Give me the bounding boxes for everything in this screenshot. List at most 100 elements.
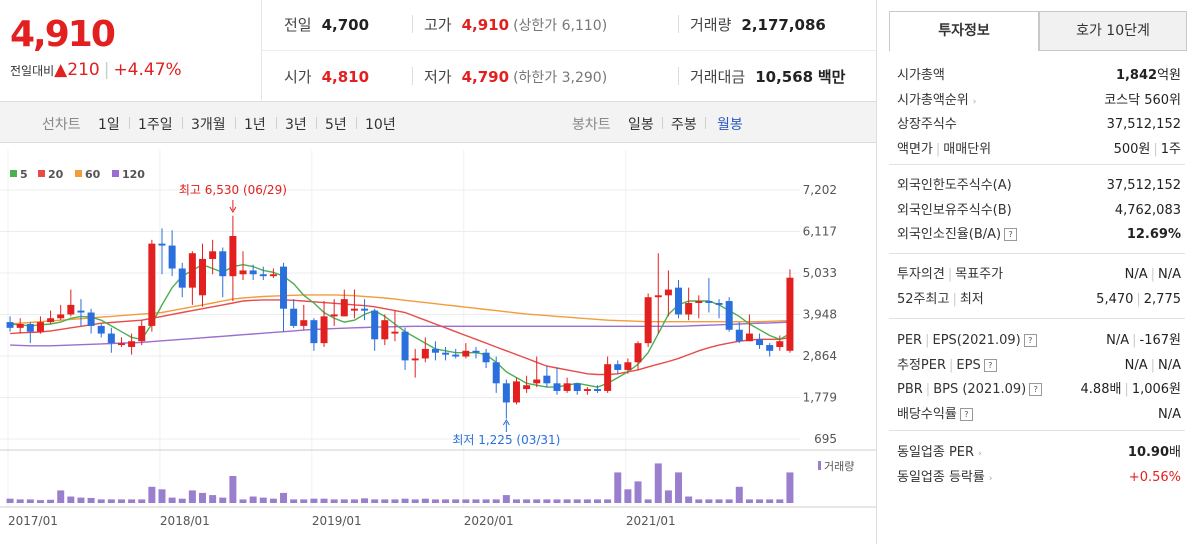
volume-bar	[128, 499, 136, 503]
volume-bar	[67, 496, 75, 503]
candle-body	[543, 375, 551, 384]
volume-bar	[614, 472, 622, 503]
period-1d-button[interactable]: 1일	[98, 117, 120, 133]
chevron-right-icon[interactable]: ›	[978, 449, 982, 459]
y-tick-label: 3,948	[803, 308, 837, 322]
help-icon[interactable]: ?	[1004, 228, 1018, 241]
info-key-label: 액면가	[897, 141, 933, 157]
volume-bar	[604, 499, 612, 503]
candle-body	[320, 316, 328, 344]
candle-body	[715, 302, 723, 305]
daily-candle-button[interactable]: 일봉	[628, 117, 654, 133]
volume-bar	[745, 499, 753, 503]
info-row-content: 배당수익률? N/A	[897, 405, 1181, 425]
info-value-text: 5,470	[1096, 291, 1134, 307]
lower-limit: (하한가 3,290)	[513, 70, 608, 86]
divider	[678, 15, 679, 33]
volume-bar	[675, 472, 683, 503]
help-icon[interactable]: ?	[959, 407, 973, 421]
change-percent: +4.47%	[113, 60, 182, 80]
candle-body	[594, 389, 601, 391]
period-3y-button[interactable]: 3년	[285, 117, 307, 133]
moving-average-line-ma20	[10, 299, 791, 376]
volume-value: 2,177,086	[741, 16, 826, 34]
volume-bar	[452, 499, 460, 503]
monthly-candle-button[interactable]: 월봉	[717, 117, 743, 133]
low-annotation: 최저 1,225 (03/31)	[452, 433, 560, 447]
separator: |	[1150, 357, 1155, 373]
volume-bar	[391, 499, 399, 503]
legend-label: 5	[20, 168, 28, 181]
volume-bar	[462, 499, 470, 503]
info-value-text: +0.56%	[1128, 469, 1181, 485]
period-1w-button[interactable]: 1주일	[138, 117, 173, 133]
info-value-text: 코스닥 560위	[1104, 92, 1181, 108]
info-key-label: 외국인소진율(B/A)	[897, 227, 1002, 242]
info-key: 외국인소진율(B/A)?	[897, 225, 1018, 245]
info-key-label: 52주최고	[897, 291, 950, 307]
stat-prev: 전일 4,700	[284, 14, 369, 35]
divider	[412, 67, 413, 85]
separator: |	[935, 141, 941, 157]
moving-average-line-ma120	[10, 321, 790, 347]
info-key-label: 시가총액순위	[897, 92, 969, 108]
info-key-label: 추정PER	[897, 357, 947, 373]
candle-body	[209, 251, 217, 259]
info-key: PER | EPS(2021.09)?	[897, 331, 1037, 351]
candle-body	[87, 312, 95, 326]
info-value: 37,512,152	[1107, 176, 1181, 196]
volume-bar	[290, 499, 298, 503]
info-value: 37,512,152	[1107, 115, 1181, 135]
info-row-content: 동일업종 PER › 10.90배	[897, 443, 1181, 463]
period-1y-button[interactable]: 1년	[244, 117, 266, 133]
up-arrow-icon: ▲	[54, 60, 68, 80]
candle-body	[128, 341, 136, 347]
period-10y-button[interactable]: 10년	[365, 117, 396, 133]
candle-body	[77, 310, 85, 313]
legend-label: 60	[85, 168, 101, 181]
tab-order-book[interactable]: 호가 10단계	[1039, 11, 1187, 51]
chevron-right-icon[interactable]: ›	[988, 473, 993, 484]
info-key: 시가총액	[897, 66, 945, 86]
info-key-label: PER	[897, 333, 923, 348]
volume-bar	[239, 499, 247, 503]
volume-bar	[178, 498, 186, 503]
info-value: 코스닥 560위	[1104, 91, 1181, 111]
high-label: 고가	[424, 16, 452, 34]
candle-body	[452, 354, 460, 357]
weekly-candle-button[interactable]: 주봉	[671, 117, 697, 133]
info-tabs: 투자정보 호가 10단계	[889, 11, 1187, 51]
candle-body	[290, 308, 298, 326]
help-icon[interactable]: ?	[983, 358, 997, 372]
volume-bar	[512, 499, 520, 503]
info-value-text: N/A	[1124, 357, 1148, 373]
info-key-label: 동일업종 PER	[897, 445, 975, 460]
amount-unit: 백만	[817, 68, 846, 86]
period-5y-button[interactable]: 5년	[325, 117, 347, 133]
x-tick-label: 2021/01	[626, 514, 676, 528]
volume-bar	[259, 497, 267, 503]
separator: |	[949, 357, 954, 373]
tab-investment-info[interactable]: 투자정보	[889, 11, 1039, 51]
volume-bar	[421, 498, 429, 503]
period-3m-button[interactable]: 3개월	[191, 117, 226, 133]
info-key-label: 투자의견	[897, 267, 945, 282]
candle-body	[178, 268, 186, 288]
x-tick-label: 2019/01	[312, 514, 362, 528]
candle-body	[462, 350, 470, 357]
candle-body	[523, 385, 531, 390]
high-annotation: 최고 6,530 (06/29)	[179, 183, 287, 197]
help-icon[interactable]: ?	[1023, 334, 1037, 347]
info-key: 배당수익률?	[897, 405, 973, 425]
help-icon[interactable]: ?	[1029, 383, 1043, 396]
chevron-right-icon[interactable]: ›	[972, 96, 977, 107]
candle-body	[644, 297, 652, 344]
amount-label: 거래대금	[690, 68, 746, 86]
candle-body	[553, 383, 561, 391]
candle-body	[148, 243, 156, 326]
x-tick-label: 2018/01	[160, 514, 210, 528]
candle-body	[6, 322, 14, 328]
divider	[276, 117, 277, 129]
candle-body	[188, 253, 196, 288]
volume-bar	[735, 486, 743, 503]
